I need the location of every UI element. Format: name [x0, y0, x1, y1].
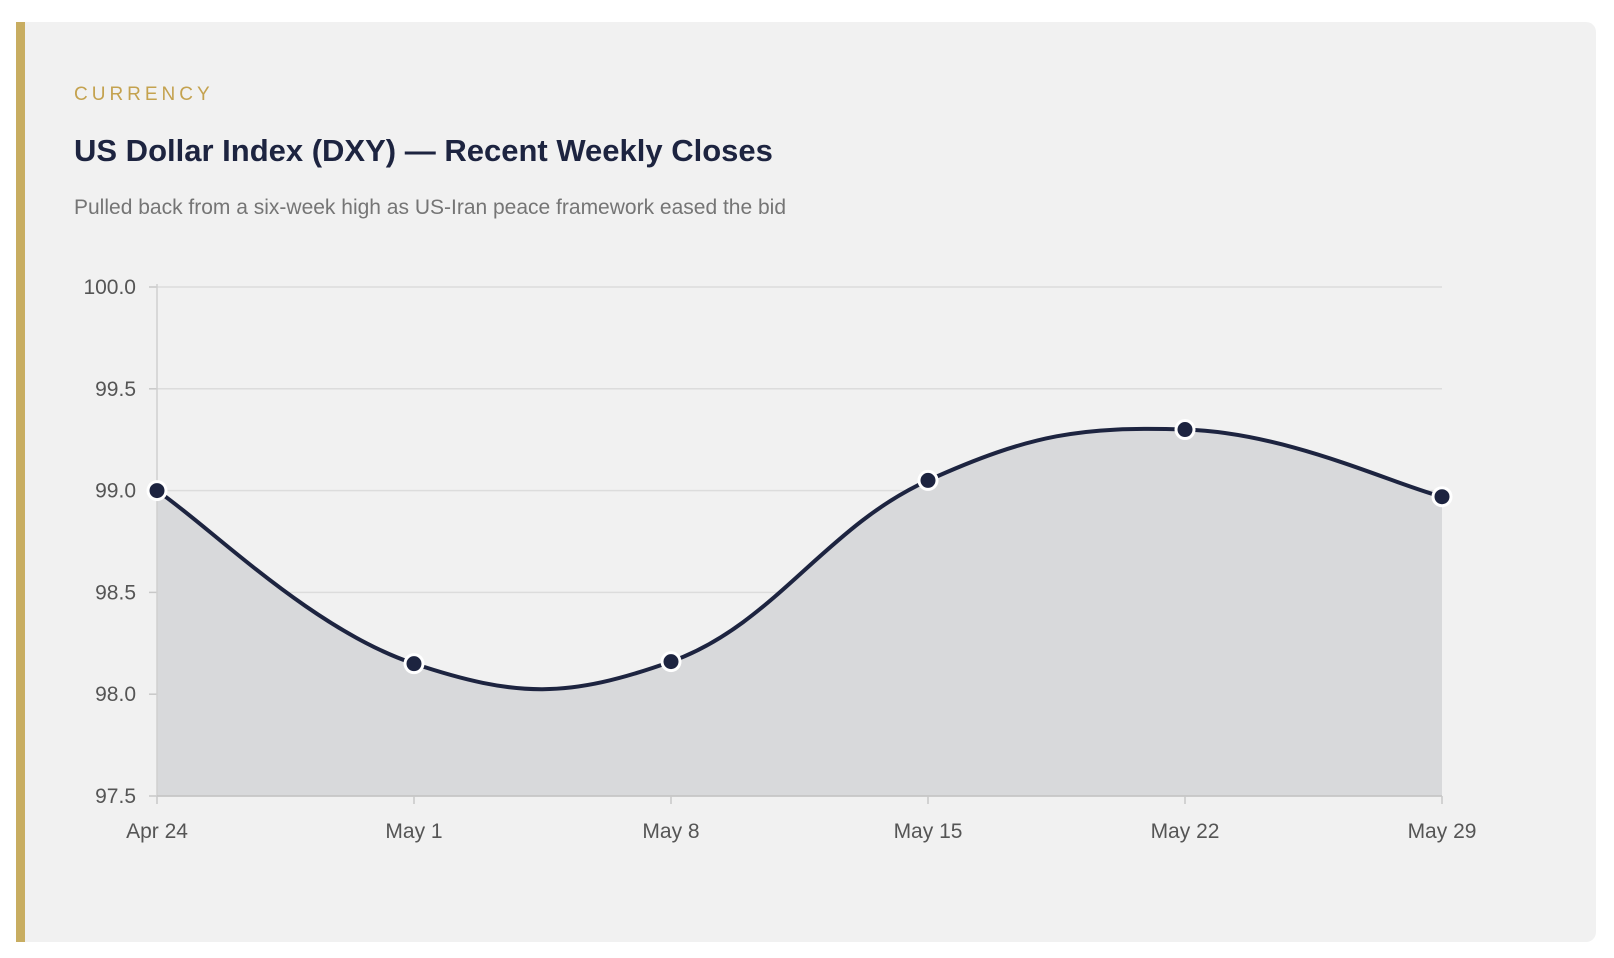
data-point	[660, 651, 682, 673]
y-axis-labels: 100.0 99.5 99.0 98.5 98.0 97.5	[83, 276, 136, 808]
line-layer	[155, 426, 1444, 692]
x-axis-labels: Apr 24 May 1 May 8 May 15 May 22 May 29	[126, 796, 1476, 843]
chart-title: US Dollar Index (DXY) — Recent Weekly Cl…	[74, 133, 773, 168]
x-tick-label: Apr 24	[126, 820, 188, 843]
data-point	[917, 469, 939, 491]
y-tick-label: 100.0	[83, 276, 136, 299]
category-label: CURRENCY	[74, 84, 214, 105]
y-tick-label: 98.0	[95, 683, 136, 706]
chart-subtitle: Pulled back from a six-week high as US-I…	[74, 196, 787, 219]
x-tick-label: May 29	[1408, 820, 1477, 843]
x-tick-label: May 22	[1151, 820, 1220, 843]
y-tick-label: 99.5	[95, 378, 136, 401]
data-point	[146, 480, 168, 502]
x-tick-label: May 1	[385, 820, 442, 843]
data-point	[1174, 419, 1196, 441]
data-point	[1431, 486, 1453, 508]
area-layer	[157, 428, 1442, 796]
y-tick-label: 98.5	[95, 581, 136, 604]
data-point	[403, 653, 425, 675]
series-line	[155, 426, 1444, 692]
y-tick-label: 99.0	[95, 480, 136, 503]
x-tick-label: May 15	[894, 820, 963, 843]
axes	[156, 284, 1442, 797]
area-fill	[157, 428, 1442, 796]
accent-bar	[16, 22, 25, 942]
y-tick-label: 97.5	[95, 785, 136, 808]
data-points	[146, 419, 1453, 675]
x-tick-label: May 8	[642, 820, 699, 843]
